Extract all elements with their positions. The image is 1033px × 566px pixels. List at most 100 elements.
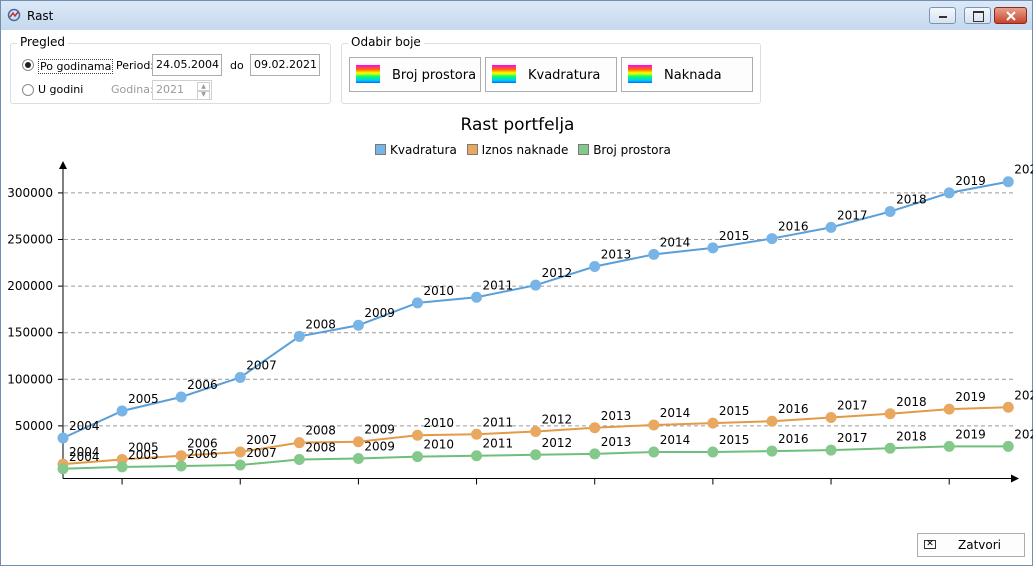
maximize-button[interactable] (964, 7, 991, 24)
chart-title: Rast portfelja (460, 115, 575, 135)
data-label: 2015 (719, 433, 750, 447)
data-point (943, 440, 955, 452)
radio-po-godinama[interactable] (22, 59, 34, 71)
data-label: 2017 (837, 431, 868, 445)
data-point (1002, 401, 1014, 413)
data-label: 2005 (128, 448, 159, 462)
period-label: Period: (116, 59, 155, 72)
data-label: 2016 (778, 220, 809, 234)
app-icon (7, 8, 21, 22)
close-window-button[interactable] (994, 7, 1027, 24)
legend-label: Iznos naknade (481, 143, 569, 157)
data-point (352, 453, 364, 465)
data-point (766, 233, 778, 245)
data-point (352, 436, 364, 448)
data-point (530, 279, 542, 291)
data-point (884, 408, 896, 420)
data-point (293, 437, 305, 449)
data-label: 2008 (305, 424, 336, 438)
legend-swatch (578, 144, 590, 155)
y-tick-label: 200000 (7, 279, 53, 293)
data-point (707, 417, 719, 429)
data-point (766, 415, 778, 427)
close-window-icon: ✕ (924, 540, 936, 549)
data-label: 2019 (955, 174, 986, 188)
data-label: 2006 (187, 447, 218, 461)
color-button-naknada[interactable]: Naknada (621, 57, 753, 92)
legend-swatch (375, 144, 386, 155)
pregled-legend: Pregled (17, 35, 69, 49)
data-point (175, 391, 187, 403)
data-label: 2004 (69, 445, 100, 459)
period-from-field[interactable]: 24.05.2004 (152, 54, 222, 76)
odabir-boje-legend: Odabir boje (348, 35, 424, 49)
spin-down-icon[interactable]: ▼ (197, 90, 210, 100)
data-point (471, 428, 483, 440)
data-point (57, 432, 69, 444)
radio-po-godinama-label[interactable]: Po godinama (38, 59, 114, 74)
data-point (1002, 440, 1014, 452)
spin-up-icon[interactable]: ▲ (197, 82, 210, 92)
data-label: 2005 (128, 392, 159, 406)
data-point (943, 187, 955, 199)
line-chart: 5000010000015000020000025000030000020042… (7, 161, 1033, 485)
data-point (293, 453, 305, 465)
close-icon (1006, 11, 1016, 21)
data-label: 2018 (896, 395, 927, 409)
legend-label: Kvadratura (390, 143, 457, 157)
data-label: 2012 (542, 436, 573, 450)
data-label: 2018 (896, 193, 927, 207)
data-label: 2004 (69, 450, 100, 464)
y-tick-label: 100000 (7, 372, 53, 386)
data-label: 2004 (69, 419, 100, 433)
data-point (234, 446, 246, 458)
restore-icon (973, 11, 984, 22)
data-label: 2006 (187, 437, 218, 451)
data-point (1002, 176, 1014, 188)
data-label: 2009 (364, 423, 395, 437)
radio-u-godini-label[interactable]: U godini (38, 83, 84, 96)
data-label: 2019 (955, 390, 986, 404)
data-point (589, 261, 601, 273)
data-label: 2018 (896, 429, 927, 443)
data-point (943, 403, 955, 415)
color-button-broj-prostora[interactable]: Broj prostora (349, 57, 481, 92)
data-point (175, 460, 187, 472)
zatvori-button[interactable]: ✕ Zatvori (917, 533, 1025, 557)
odabir-boje-group: Odabir boje Broj prostora Kvadratura Nak… (341, 35, 761, 104)
data-label: 2010 (423, 416, 454, 430)
data-label: 2008 (305, 440, 336, 454)
data-point (471, 291, 483, 303)
data-label: 2017 (837, 399, 868, 413)
data-label: 2008 (305, 317, 336, 331)
data-label: 2011 (483, 278, 514, 292)
data-label: 2011 (483, 415, 514, 429)
data-label: 2014 (660, 433, 691, 447)
y-axis-arrow (59, 161, 67, 169)
radio-selected-dot (25, 62, 31, 68)
title-bar[interactable]: Rast (1, 1, 1032, 30)
data-point (884, 442, 896, 454)
legend-swatch (466, 144, 478, 155)
data-point (707, 242, 719, 254)
window-title: Rast (27, 9, 54, 23)
radio-u-godini[interactable] (22, 84, 34, 96)
legend-label: Broj prostora (593, 143, 671, 157)
color-button-kvadratura[interactable]: Kvadratura (485, 57, 617, 92)
y-tick-label: 50000 (15, 419, 53, 433)
legend-item-broj-prostora: Broj prostora (578, 143, 671, 157)
godina-spinner[interactable]: 2021 ▲ ▼ (152, 80, 212, 100)
data-point (884, 206, 896, 218)
data-point (471, 450, 483, 462)
period-to-field[interactable]: 09.02.2021 (250, 54, 320, 76)
y-tick-label: 300000 (7, 186, 53, 200)
data-label: 2012 (542, 412, 573, 426)
data-point (411, 451, 423, 463)
data-point (825, 412, 837, 424)
x-axis-arrow (1011, 474, 1019, 483)
color-gradient-icon (492, 65, 516, 83)
legend-item-iznos-naknade: Iznos naknade (466, 143, 569, 157)
y-tick-label: 250000 (7, 233, 53, 247)
minimize-button[interactable] (929, 7, 956, 24)
data-label: 2015 (719, 404, 750, 418)
